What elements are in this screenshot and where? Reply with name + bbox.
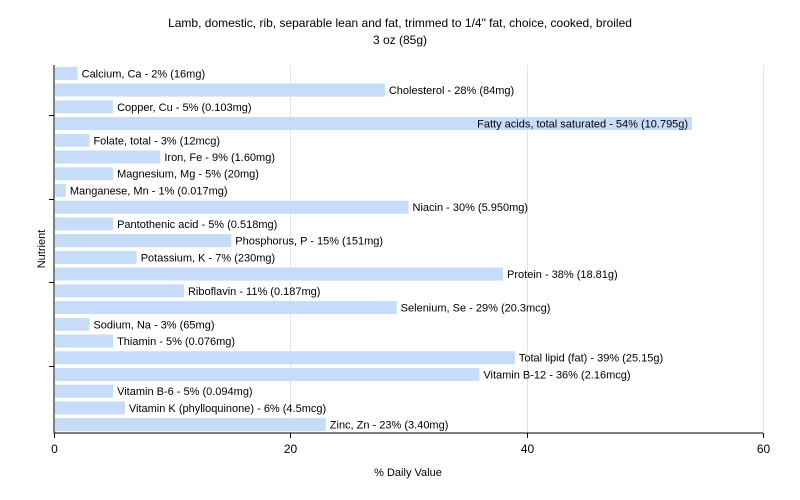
bar (55, 334, 114, 348)
bar (55, 284, 184, 298)
x-axis-ticks: 0 20 40 60 (51, 433, 770, 456)
bar (55, 66, 78, 80)
bar (55, 167, 114, 181)
bar-label: Riboflavin - 11% (0.187mg) (188, 286, 320, 298)
bar-label: Copper, Cu - 5% (0.103mg) (117, 102, 252, 114)
bar (55, 200, 409, 214)
bar-label: Phosphorus, P - 15% (151mg) (235, 236, 383, 248)
bar-label: Fatty acids, total saturated - 54% (10.7… (477, 119, 688, 131)
bar (55, 418, 326, 432)
bar (55, 401, 125, 415)
bar-label: Pantothenic acid - 5% (0.518mg) (117, 219, 277, 231)
bar (55, 100, 114, 114)
bar (55, 150, 161, 164)
bar-label: Cholesterol - 28% (84mg) (389, 85, 514, 97)
bar (55, 367, 480, 381)
bar (55, 267, 504, 281)
x-tick-label: 20 (284, 442, 298, 456)
chart-title: Lamb, domestic, rib, separable lean and … (168, 16, 632, 30)
bar-label: Protein - 38% (18.81g) (507, 269, 618, 281)
bar-label: Manganese, Mn - 1% (0.017mg) (70, 185, 228, 197)
bar-label: Vitamin B-12 - 36% (2.16mcg) (483, 369, 630, 381)
x-tick-label: 0 (51, 442, 58, 456)
bar (55, 217, 114, 231)
bar (55, 351, 515, 365)
bar (55, 234, 232, 248)
bar-label: Iron, Fe - 9% (1.60mg) (164, 152, 275, 164)
bar (55, 317, 90, 331)
bar-label: Folate, total - 3% (12mcg) (93, 135, 220, 147)
bar-label: Total lipid (fat) - 39% (25.15g) (519, 353, 663, 365)
y-axis-ticks (49, 115, 54, 367)
bar-label: Zinc, Zn - 23% (3.40mg) (330, 420, 449, 432)
bar-label: Vitamin K (phylloquinone) - 6% (4.5mcg) (129, 403, 326, 415)
bar (55, 183, 66, 197)
bar-label: Thiamin - 5% (0.076mg) (117, 336, 235, 348)
bar (55, 384, 114, 398)
bar-label: Niacin - 30% (5.950mg) (413, 202, 529, 214)
bar-label: Selenium, Se - 29% (20.3mcg) (401, 303, 551, 315)
bar (55, 117, 693, 131)
y-axis-title: Nutrient (36, 230, 48, 269)
bar-label: Magnesium, Mg - 5% (20mg) (117, 169, 259, 181)
chart-subtitle: 3 oz (85g) (373, 33, 427, 47)
bar (55, 133, 90, 147)
bar (55, 301, 397, 315)
x-axis-title: % Daily Value (374, 467, 442, 479)
bar-label: Vitamin B-6 - 5% (0.094mg) (117, 386, 253, 398)
bar (55, 250, 137, 264)
x-tick-label: 60 (757, 442, 771, 456)
bar-label: Sodium, Na - 3% (65mg) (93, 319, 214, 331)
bars (55, 66, 693, 432)
x-tick-label: 40 (521, 442, 535, 456)
bar (55, 83, 385, 97)
bar-label: Calcium, Ca - 2% (16mg) (82, 68, 205, 80)
bar-labels: Calcium, Ca - 2% (16mg) Cholesterol - 28%… (70, 68, 688, 431)
bar-label: Potassium, K - 7% (230mg) (141, 252, 276, 264)
